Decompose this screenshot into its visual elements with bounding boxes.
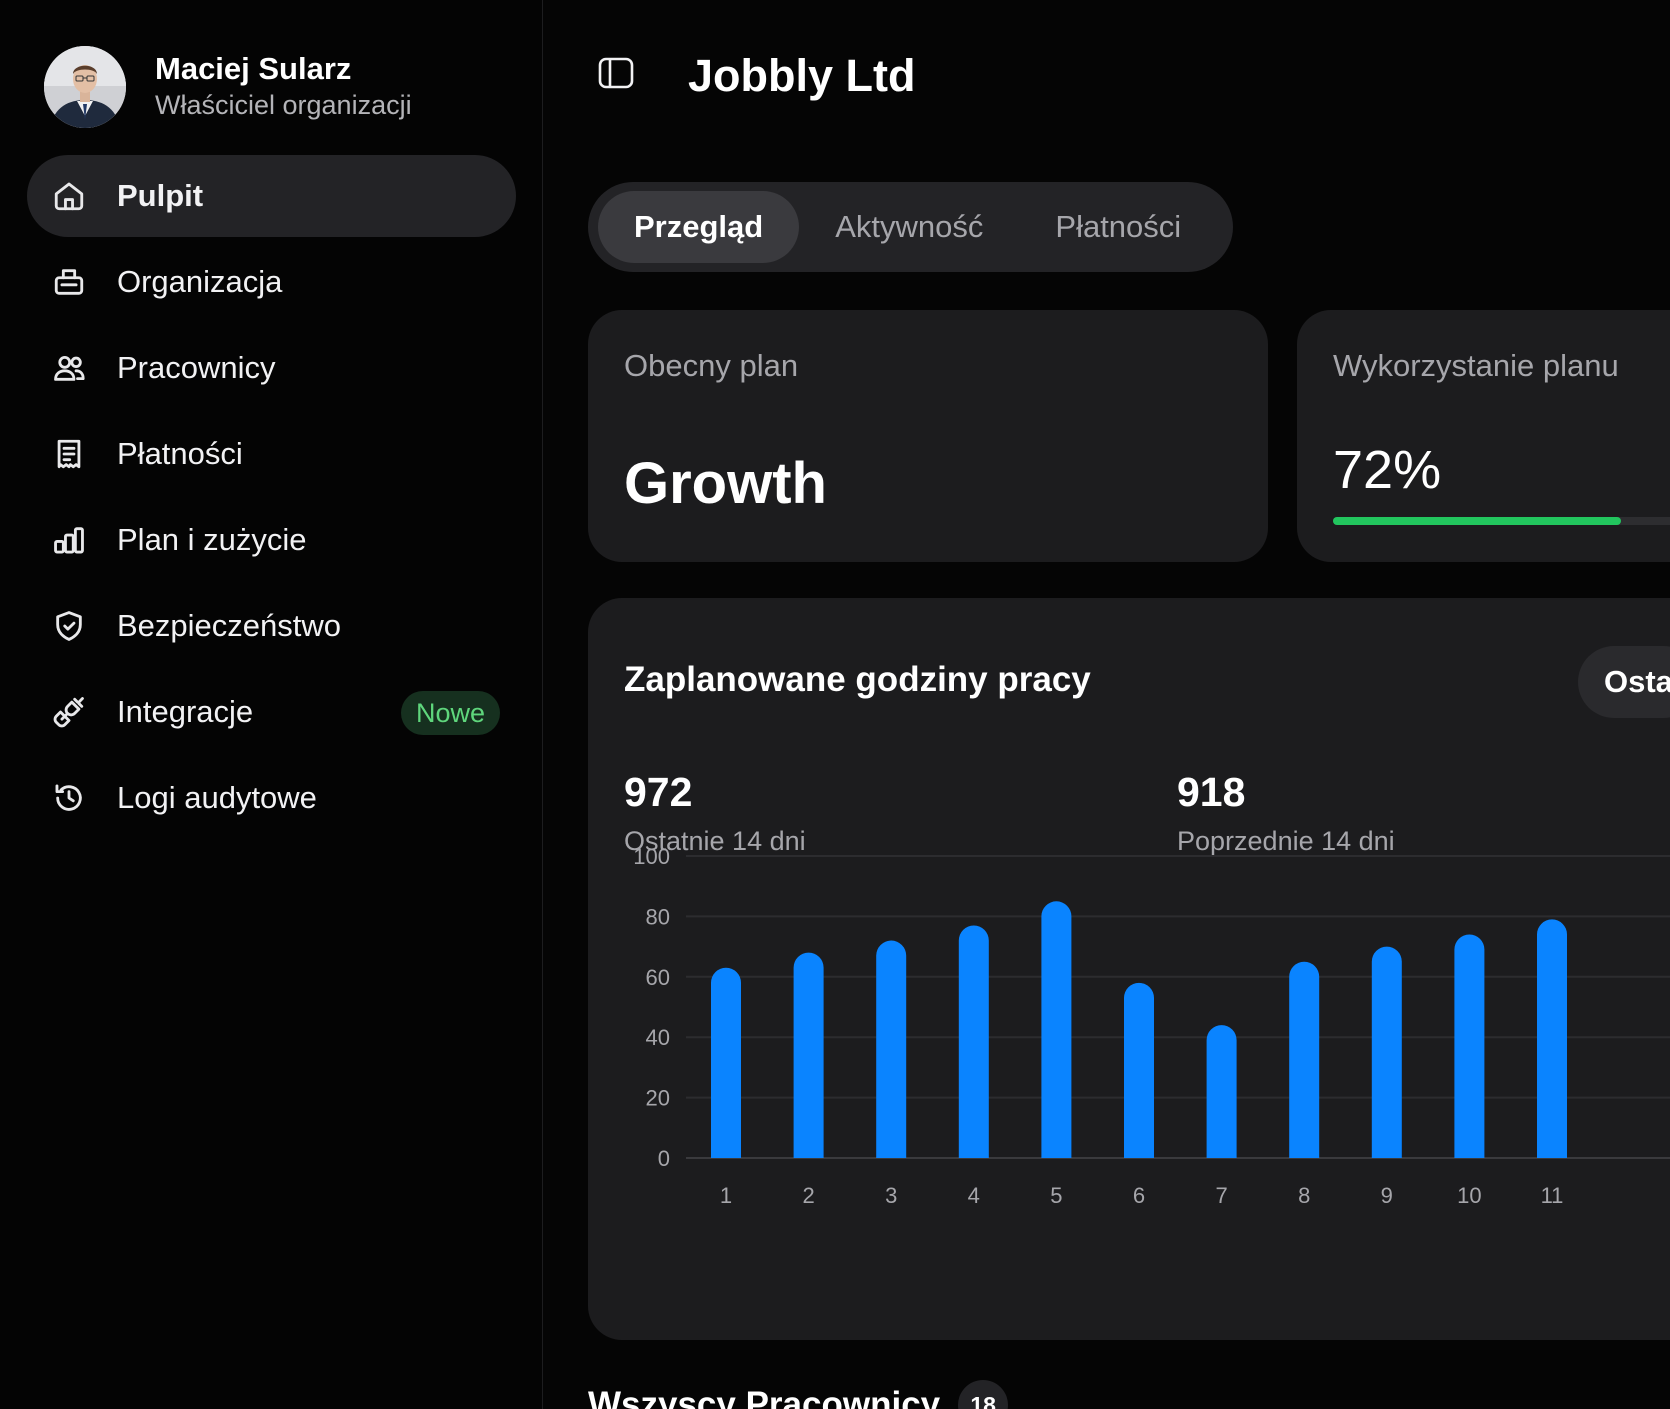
chart-bar bbox=[711, 967, 741, 1158]
chart-bar bbox=[958, 925, 989, 1158]
bar-chart: 0 20 40 60 80 100 1 2 3 4 5 6 7 8 9 10 11 bbox=[633, 844, 1670, 1208]
x-tick-label: 3 bbox=[885, 1183, 897, 1208]
plan-usage-value: 72% bbox=[1333, 440, 1442, 500]
employees-section-title: Wszyscy Pracownicy bbox=[588, 1385, 941, 1409]
user-profile[interactable]: Maciej Sularz Właściciel organizacji bbox=[44, 46, 412, 128]
sidebar-toggle-icon bbox=[598, 57, 634, 89]
stat-label: Poprzednie 14 dni bbox=[1177, 826, 1395, 856]
sidebar-item-label: Płatności bbox=[117, 436, 243, 471]
employee-count-badge: 18 bbox=[958, 1380, 1009, 1409]
plan-usage-progress-fill bbox=[1333, 517, 1621, 525]
sidebar-item-integracje[interactable]: Integracje Nowe bbox=[27, 671, 516, 753]
sidebar-item-bezpieczenstwo[interactable]: Bezpieczeństwo bbox=[27, 585, 516, 667]
y-tick-label: 60 bbox=[646, 965, 670, 990]
chart-bar bbox=[1124, 982, 1154, 1158]
sidebar-item-logi[interactable]: Logi audytowe bbox=[27, 757, 516, 839]
page-title: Jobbly Ltd bbox=[688, 50, 916, 101]
sidebar-item-label: Bezpieczeństwo bbox=[117, 608, 342, 643]
history-icon bbox=[51, 780, 87, 816]
plug-icon bbox=[51, 694, 87, 730]
current-plan-value: Growth bbox=[624, 451, 827, 516]
date-range-button[interactable]: Osta bbox=[1578, 646, 1670, 718]
x-tick-label: 2 bbox=[802, 1183, 814, 1208]
home-icon bbox=[51, 178, 87, 214]
plan-usage-card: Wykorzystanie planu 72% bbox=[1297, 310, 1670, 562]
x-tick-label: 4 bbox=[968, 1183, 980, 1208]
stat-previous-14-days: 918 Poprzednie 14 dni bbox=[1177, 766, 1395, 857]
stat-last-14-days: 972 Ostatnie 14 dni bbox=[624, 766, 806, 857]
user-name: Maciej Sularz bbox=[155, 51, 352, 86]
chart-bar bbox=[793, 952, 824, 1158]
tab-bar: Przegląd Aktywność Płatności bbox=[588, 182, 1233, 272]
x-tick-label: 9 bbox=[1381, 1183, 1393, 1208]
x-tick-label: 5 bbox=[1050, 1183, 1062, 1208]
sidebar-toggle-button[interactable] bbox=[598, 56, 638, 92]
chart-bar bbox=[1454, 934, 1485, 1158]
sidebar-item-label: Logi audytowe bbox=[117, 780, 317, 815]
chart-bar bbox=[1537, 919, 1567, 1158]
employees-section-heading: Wszyscy Pracownicy 18 bbox=[588, 1380, 1009, 1409]
new-badge: Nowe bbox=[400, 691, 500, 735]
receipt-icon bbox=[51, 436, 87, 472]
chart-title: Zaplanowane godziny pracy bbox=[624, 660, 1091, 699]
shield-icon bbox=[51, 608, 87, 644]
chart-bar bbox=[1041, 901, 1072, 1158]
stat-value: 972 bbox=[624, 769, 693, 815]
y-tick-label: 40 bbox=[646, 1025, 670, 1050]
y-tick-label: 0 bbox=[658, 1146, 670, 1171]
x-tick-label: 10 bbox=[1457, 1183, 1481, 1208]
sidebar-item-label: Integracje bbox=[117, 694, 254, 729]
tab-przeglad[interactable]: Przegląd bbox=[598, 191, 800, 263]
y-tick-label: 80 bbox=[646, 904, 670, 929]
plan-usage-label: Wykorzystanie planu bbox=[1333, 348, 1619, 383]
sidebar-item-organizacja[interactable]: Organizacja bbox=[27, 241, 516, 323]
stat-value: 918 bbox=[1177, 769, 1246, 815]
scheduled-hours-card: Zaplanowane godziny pracy Osta 972 Ostat… bbox=[588, 598, 1670, 1340]
sidebar-item-label: Organizacja bbox=[117, 264, 283, 299]
x-tick-label: 8 bbox=[1298, 1183, 1310, 1208]
bar-chart-icon bbox=[51, 522, 87, 558]
user-role: Właściciel organizacji bbox=[155, 90, 412, 120]
tab-platnosci[interactable]: Płatności bbox=[1055, 209, 1182, 244]
stat-label: Ostatnie 14 dni bbox=[624, 826, 806, 856]
users-icon bbox=[51, 350, 87, 386]
sidebar-item-label: Pracownicy bbox=[117, 350, 276, 385]
main-content: Jobbly Ltd Przegląd Aktywność Płatności … bbox=[543, 0, 1670, 1409]
chart-bar bbox=[1289, 961, 1320, 1158]
sidebar-item-label: Pulpit bbox=[117, 178, 204, 213]
y-tick-label: 100 bbox=[633, 844, 670, 869]
x-tick-label: 11 bbox=[1541, 1183, 1564, 1208]
x-tick-label: 6 bbox=[1133, 1183, 1145, 1208]
plan-usage-progress-bar bbox=[1333, 517, 1670, 525]
x-tick-label: 7 bbox=[1215, 1183, 1227, 1208]
chart-bar bbox=[1206, 1025, 1237, 1158]
sidebar: Maciej Sularz Właściciel organizacji Pul… bbox=[0, 0, 543, 1409]
tab-aktywnosc[interactable]: Aktywność bbox=[835, 209, 984, 244]
sidebar-item-plan[interactable]: Plan i zużycie bbox=[27, 499, 516, 581]
chart-bar bbox=[1371, 946, 1402, 1158]
x-tick-label: 1 bbox=[720, 1183, 732, 1208]
sidebar-item-pulpit[interactable]: Pulpit bbox=[27, 155, 516, 237]
sidebar-item-pracownicy[interactable]: Pracownicy bbox=[27, 327, 516, 409]
building-icon bbox=[51, 264, 87, 300]
avatar bbox=[44, 46, 126, 128]
current-plan-card: Obecny plan Growth bbox=[588, 310, 1268, 562]
y-tick-label: 20 bbox=[646, 1086, 670, 1111]
sidebar-item-label: Plan i zużycie bbox=[117, 522, 307, 557]
current-plan-label: Obecny plan bbox=[624, 348, 799, 383]
chart-bar bbox=[876, 940, 907, 1158]
sidebar-nav: Pulpit Organizacja Pracownicy Płatności bbox=[27, 155, 516, 843]
sidebar-item-platnosci[interactable]: Płatności bbox=[27, 413, 516, 495]
